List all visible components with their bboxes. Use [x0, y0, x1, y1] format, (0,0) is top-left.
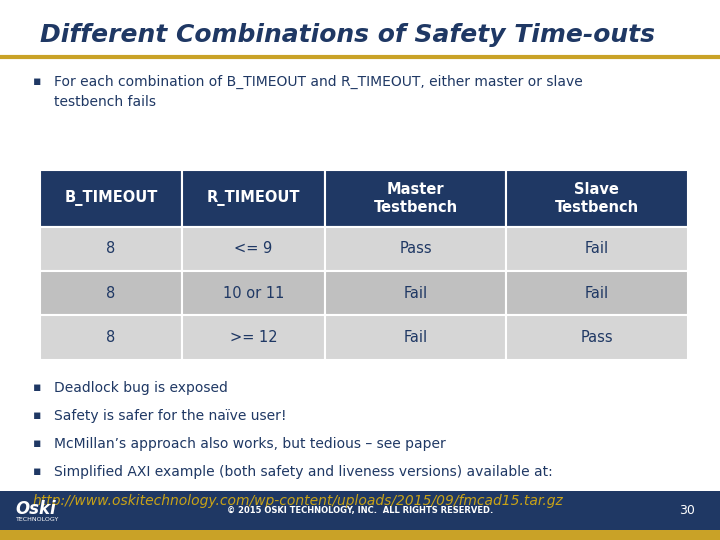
Text: Master
Testbench: Master Testbench: [374, 183, 457, 214]
Text: testbench fails: testbench fails: [54, 94, 156, 109]
Bar: [182, 227, 325, 271]
Bar: [506, 315, 688, 360]
Text: Oski: Oski: [16, 500, 57, 518]
Text: Pass: Pass: [580, 330, 613, 345]
Bar: [182, 315, 325, 360]
Text: Safety is safer for the naïve user!: Safety is safer for the naïve user!: [54, 409, 287, 423]
Bar: [506, 227, 688, 271]
Bar: [325, 227, 506, 271]
Text: <= 9: <= 9: [234, 241, 273, 256]
Text: For each combination of B_TIMEOUT and R_TIMEOUT, either master or slave: For each combination of B_TIMEOUT and R_…: [54, 75, 582, 89]
Bar: [40, 315, 182, 360]
Text: ▪: ▪: [32, 465, 41, 478]
Bar: [325, 170, 506, 227]
Text: © 2015 OSKI TECHNOLOGY, INC.  ALL RIGHTS RESERVED.: © 2015 OSKI TECHNOLOGY, INC. ALL RIGHTS …: [227, 507, 493, 515]
Bar: [506, 271, 688, 315]
Text: >= 12: >= 12: [230, 330, 277, 345]
Bar: [325, 271, 506, 315]
Text: ▪: ▪: [32, 437, 41, 450]
Text: ▪: ▪: [32, 75, 41, 87]
Text: ▪: ▪: [32, 409, 41, 422]
Text: 8: 8: [107, 330, 115, 345]
Text: R_TIMEOUT: R_TIMEOUT: [207, 191, 300, 206]
Text: Simplified AXI example (both safety and liveness versions) available at:: Simplified AXI example (both safety and …: [54, 465, 553, 480]
Bar: [325, 315, 506, 360]
Bar: [0, 530, 720, 540]
Text: Pass: Pass: [399, 241, 432, 256]
Bar: [182, 271, 325, 315]
Text: Slave
Testbench: Slave Testbench: [555, 183, 639, 214]
Text: 8: 8: [107, 286, 115, 301]
Text: Fail: Fail: [403, 330, 428, 345]
Text: McMillan’s approach also works, but tedious – see paper: McMillan’s approach also works, but tedi…: [54, 437, 446, 451]
Bar: [506, 170, 688, 227]
Text: Different Combinations of Safety Time-outs: Different Combinations of Safety Time-ou…: [40, 23, 654, 46]
Text: 8: 8: [107, 241, 115, 256]
Bar: [40, 227, 182, 271]
Text: TECHNOLOGY: TECHNOLOGY: [16, 517, 59, 522]
Bar: [40, 170, 182, 227]
Text: ▪: ▪: [32, 381, 41, 394]
Text: http://www.oskitechnology.com/wp-content/uploads/2015/09/fmcad15.tar.gz: http://www.oskitechnology.com/wp-content…: [32, 494, 563, 508]
Text: Fail: Fail: [403, 286, 428, 301]
Text: B_TIMEOUT: B_TIMEOUT: [64, 191, 158, 206]
Text: 10 or 11: 10 or 11: [222, 286, 284, 301]
Bar: [0, 491, 720, 540]
Bar: [40, 271, 182, 315]
Text: Fail: Fail: [585, 286, 609, 301]
Text: 30: 30: [679, 504, 695, 517]
Text: Fail: Fail: [585, 241, 609, 256]
Bar: [182, 170, 325, 227]
Text: Deadlock bug is exposed: Deadlock bug is exposed: [54, 381, 228, 395]
